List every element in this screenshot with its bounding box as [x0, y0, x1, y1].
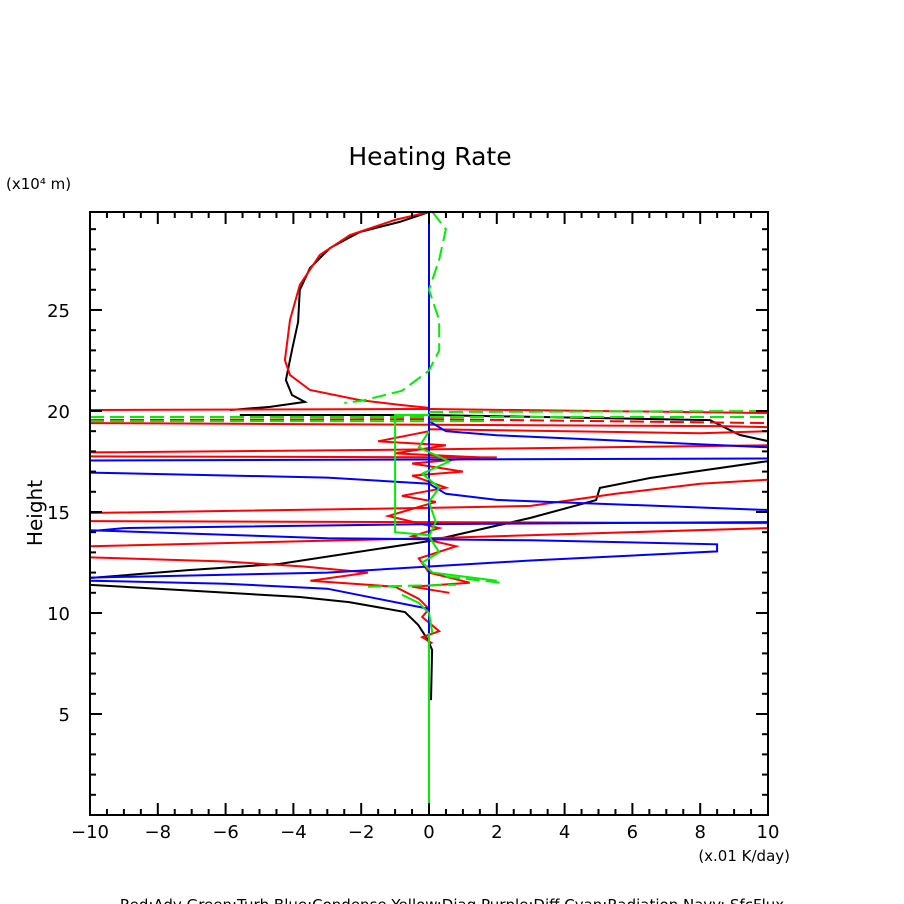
series-condense-line — [89, 521, 769, 533]
y-tick-label: 5 — [59, 705, 70, 726]
series-turb-line — [417, 430, 497, 582]
series-adv-line — [89, 556, 442, 645]
x-tick-label: 6 — [627, 822, 638, 843]
series-adv-line — [89, 418, 769, 425]
chart-title: Heating Rate — [348, 142, 511, 171]
series-adv-line — [428, 428, 769, 435]
series-turb-line — [401, 593, 434, 634]
series-turb-line — [445, 575, 501, 584]
x-tick-label: −6 — [212, 822, 239, 843]
x-tick-label: −8 — [145, 822, 172, 843]
y-tick-label: 10 — [47, 604, 70, 625]
series-condense-line — [89, 457, 769, 462]
x-tick-label: 2 — [491, 822, 502, 843]
series-turb-line — [428, 410, 769, 413]
x-axis-label: (x.01 K/day) — [698, 847, 790, 865]
series-adv-line — [89, 422, 769, 429]
series-total-line — [89, 460, 769, 579]
y-unit-label: (x10⁴ m) — [6, 175, 71, 193]
legend-text: Red:Adv Green:Turb Blue:Condense Yellow:… — [120, 896, 784, 904]
series-turb-line — [367, 583, 457, 588]
x-tick-label: −10 — [71, 822, 109, 843]
y-tick-label: 20 — [47, 402, 70, 423]
series-total — [89, 211, 769, 701]
series-adv-line — [89, 455, 497, 459]
y-tick-label: 15 — [47, 503, 70, 524]
series-total-line — [89, 583, 434, 701]
series-turb-line — [344, 211, 447, 404]
series-condense-line — [89, 579, 430, 610]
series-adv-line — [283, 211, 430, 409]
x-tick-label: 8 — [694, 822, 705, 843]
axes-layer: −10 −8 −6 −4 −2 0 2 4 6 8 10 5 10 15 20 25 — [47, 211, 780, 843]
series-turb — [90, 211, 769, 815]
series-condense-line — [89, 529, 719, 579]
series-condense-line — [428, 420, 769, 449]
x-tick-label: 0 — [423, 822, 434, 843]
x-tick-label: 10 — [757, 822, 780, 843]
series-layer — [89, 211, 769, 815]
x-tick-label: −4 — [280, 822, 307, 843]
series-adv-line — [89, 478, 769, 514]
x-tick-label: −2 — [348, 822, 375, 843]
series-total-line — [239, 414, 769, 443]
series-adv-line — [377, 430, 480, 594]
x-tick-label: 4 — [559, 822, 570, 843]
series-total-line — [229, 211, 430, 411]
y-axis-label: Height — [23, 480, 47, 546]
series-turb-line — [394, 414, 430, 537]
y-tick-label: 25 — [47, 301, 70, 322]
